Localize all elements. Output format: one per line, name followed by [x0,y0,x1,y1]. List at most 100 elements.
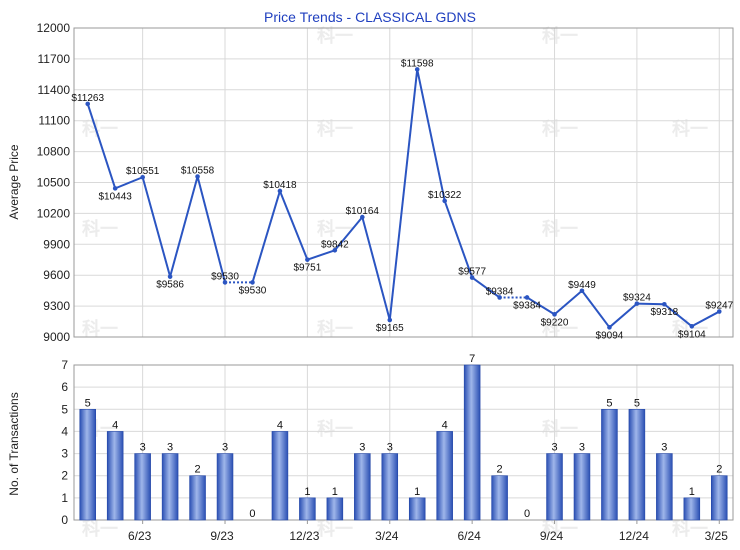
price-data-label: $9842 [321,239,349,250]
x-tick-label: 9/23 [210,529,234,543]
price-line-segment [334,216,364,251]
price-point [414,67,420,72]
transactions-panel: 0 1 2 3 4 5 6 7 5 4 3 3 2 3 0 4 1 1 3 3 1 4 7 2 0 3 3 5 5 3 1 2 6/23 9/23… [61,353,734,543]
transaction-bar-label: 1 [689,486,695,498]
price-point [524,295,530,300]
transaction-bar-label: 2 [716,464,722,476]
price-data-label: $10322 [428,190,462,201]
price-line-segment [471,276,501,299]
price-point [552,312,557,317]
price-line-segment [691,310,720,328]
transaction-bar-label: 4 [112,419,118,431]
price-y-axis-label: Average Price [7,144,21,219]
x-tick-label: 6/24 [457,529,481,543]
price-point [689,323,695,329]
price-point [634,301,640,306]
price-point [387,317,393,323]
transaction-bar [656,453,673,521]
price-line-segment [443,200,474,278]
transactions-y-tick-label: 3 [61,447,68,461]
price-data-label: $11598 [401,58,434,69]
transaction-bar-label: 4 [277,419,283,431]
price-plot-frame [73,27,734,338]
transaction-bar-label: 5 [634,397,640,409]
watermark-text: 科一 [542,518,578,539]
watermark-text: 科一 [672,518,708,539]
price-line-segment [279,190,309,261]
watermark-text: 科一 [317,25,353,46]
x-tick-label: 9/24 [540,529,564,543]
transaction-bar-label: 2 [497,464,503,476]
transaction-bar [628,408,646,521]
transaction-bar [161,453,179,521]
price-point [497,295,502,300]
price-data-label: $9094 [596,330,624,341]
watermark-text: 科一 [317,318,353,339]
price-line-segment [608,302,638,329]
price-line-segment [526,296,556,316]
price-y-tick-label: 9000 [43,330,70,344]
watermark-text: 科一 [82,218,118,239]
price-data-label: $9530 [211,271,239,282]
transaction-bar-label: 5 [606,397,612,409]
transaction-bar [381,453,399,521]
price-y-tick-label: 10200 [37,206,71,220]
price-point [332,247,338,253]
price-y-tick-label: 11700 [38,52,71,66]
transaction-bar-label: 3 [359,442,365,454]
price-y-tick-label: 10800 [37,145,71,159]
watermark-text: 科一 [542,25,578,46]
x-tick-label: 3/24 [375,529,399,543]
price-line-segment [251,190,281,283]
price-data-label: $10551 [126,166,160,177]
transaction-bar [271,431,289,521]
price-data-label: $9324 [623,293,651,304]
price-line-segment [307,249,336,261]
chart-title: Price Trends - CLASSICAL GDNS [264,9,476,25]
transactions-y-tick-label: 5 [61,402,68,416]
transaction-bar-label: 3 [167,442,173,454]
transactions-y-tick-label: 4 [61,424,68,438]
price-point [250,280,255,285]
price-data-label: $9318 [650,307,678,318]
transactions-y-axis-label: No. of Transactions [7,392,21,495]
price-line-segment [114,176,144,190]
transaction-bar-label: 3 [387,442,393,454]
price-y-tick-label: 11100 [38,114,70,128]
price-y-tick-label: 9900 [43,237,70,251]
transaction-bar [546,453,563,521]
transaction-bar-label: 1 [414,486,420,498]
watermark-text: 科一 [317,518,353,539]
price-data-label: $9449 [568,280,596,291]
price-point [277,188,283,194]
transaction-bar [408,497,426,521]
x-tick-label: 12/24 [619,529,649,543]
watermark-text: 科一 [542,118,578,139]
price-data-label: $9586 [156,280,184,291]
price-line-segment [388,69,419,321]
transaction-bar-label: 2 [195,464,201,476]
price-point [469,275,475,280]
price-point [716,309,722,314]
transaction-bar [436,431,453,521]
transaction-bar-label: 0 [524,508,530,520]
price-y-tick-label: 10500 [37,176,71,190]
price-point [607,325,612,330]
transaction-bar-label: 3 [661,442,667,454]
price-data-label: $9104 [678,329,706,340]
price-data-label: $9384 [513,300,541,311]
transaction-bar-label: 3 [222,442,228,454]
watermark-text: 科一 [542,218,578,239]
transactions-y-tick-label: 7 [61,358,68,372]
transaction-bar [354,453,371,521]
transaction-bar [683,497,701,521]
price-data-label: $9247 [705,301,733,312]
price-data-label: $10164 [346,206,380,217]
transaction-bar [216,453,234,521]
watermark-text: 科一 [317,418,353,439]
transaction-bar-label: 0 [249,508,255,520]
watermark-text: 科一 [672,118,708,139]
price-y-tick-label: 12000 [37,21,71,35]
price-point [360,214,365,220]
